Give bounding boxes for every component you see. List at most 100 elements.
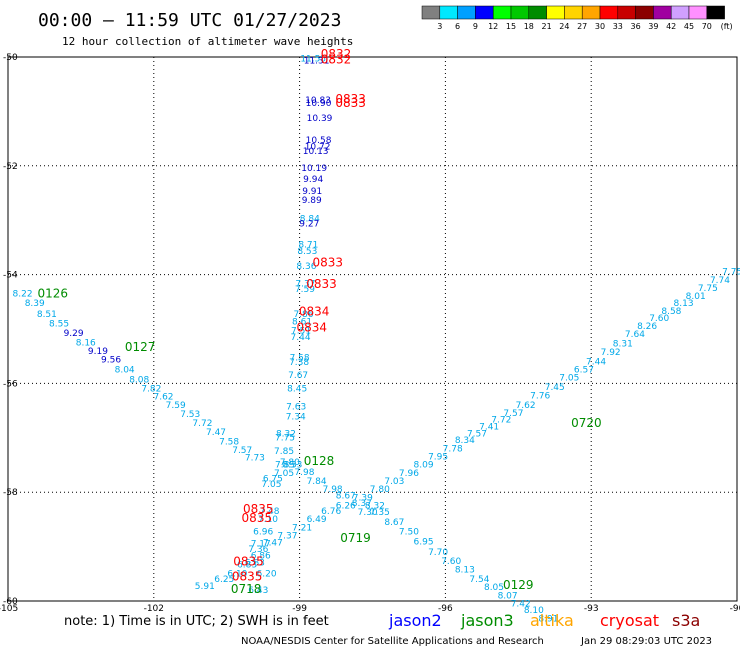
wave-height-value: 9.89 (302, 196, 322, 206)
wave-height-value: 10.39 (307, 114, 333, 124)
wave-height-value: 7.96 (399, 469, 419, 479)
wave-height-value: 5.91 (195, 582, 215, 592)
wave-height-value: 7.86 (293, 310, 313, 320)
wave-height-value: 7.74 (710, 276, 730, 286)
wave-height-value: 7.72 (491, 416, 511, 426)
color-scale-label: 70 (702, 22, 712, 31)
wave-height-value: 8.91 (538, 615, 558, 625)
wave-height-value: 7.17 (251, 540, 271, 550)
color-scale-label: 42 (666, 22, 676, 31)
wave-height-value: 6.96 (253, 528, 273, 538)
color-scale-label: 45 (684, 22, 694, 31)
wave-height-value: 8.05 (484, 583, 504, 593)
x-tick-label: -105 (0, 604, 18, 614)
wave-height-value: 7.98 (323, 485, 343, 495)
wave-height-value: 7.62 (153, 393, 173, 403)
wave-height-value: 7.75 (275, 434, 295, 444)
wave-height-value: 9.27 (299, 220, 319, 230)
wave-height-value: 7.30 (358, 508, 378, 518)
wave-height-value: 8.22 (13, 289, 33, 299)
wave-height-value: 8.51 (37, 310, 57, 320)
wave-height-value: 7.75 (722, 268, 740, 278)
x-tick-label: -99 (292, 604, 307, 614)
pass-time-label: 0832 (321, 53, 352, 67)
credit-timestamp: Jan 29 08:29:03 UTC 2023 (580, 636, 712, 647)
wave-height-value: 9.94 (303, 175, 323, 185)
wave-height-value: 7.73 (245, 454, 265, 464)
wave-height-value: 7.98 (294, 468, 314, 478)
wave-height-value: 7.78 (443, 444, 463, 454)
color-scale-label: 12 (488, 22, 498, 31)
wave-height-value: 7.76 (530, 392, 550, 402)
wave-height-value: 7.45 (545, 383, 565, 393)
wave-height-value: 7.34 (286, 412, 306, 422)
wave-height-value: 7.05 (274, 469, 294, 479)
wave-height-value: 7.35 (370, 508, 390, 518)
x-tick-label: -102 (144, 604, 164, 614)
color-scale-swatch (635, 5, 654, 20)
wave-height-value: 8.67 (384, 518, 404, 528)
credit-source: NOAA/NESDIS Center for Satellite Applica… (241, 636, 544, 647)
wave-height-value: 8.08 (129, 375, 149, 385)
wave-height-value: 8.32 (365, 502, 385, 512)
satellite-label: jason3 (460, 611, 514, 630)
chart-title: 00:00 – 11:59 UTC 01/27/2023 (38, 10, 341, 31)
color-scale-label: 15 (506, 22, 516, 31)
pass-time-label: 0834 (296, 321, 327, 335)
axis-tick-labels: -105 -102 -99 -96 -93 -90 -50 -52 -54 -56 -58 -60 (0, 53, 740, 614)
pass-time-label: 0718 (231, 582, 262, 596)
pass-time-label: 0833 (335, 92, 366, 106)
wave-height-value: 8.39 (25, 299, 45, 309)
pass-time-label: 0835 (232, 569, 263, 583)
wave-height-value: 7.80 (370, 485, 390, 495)
wave-height-value: 9.19 (88, 347, 108, 357)
wave-height-value: 7.57 (467, 430, 487, 440)
plot-frame (7, 56, 738, 602)
wave-height-value: 7.72 (192, 419, 212, 429)
wave-height-value: 10.58 (306, 136, 332, 146)
wave-height-value: 8.84 (300, 214, 320, 224)
wave-height-value: 7.58 (290, 354, 310, 364)
wave-height-value: 7.39 (353, 493, 373, 503)
pass-time-label: 0833 (335, 96, 366, 110)
y-tick-label: -58 (3, 488, 18, 498)
color-scale-swatch (421, 5, 441, 20)
footer-note: note: 1) Time is in UTC; 2) SWH is in fe… (64, 614, 329, 629)
chart-subtitle: 12 hour collection of altimeter wave hei… (62, 35, 353, 48)
color-scale-label: 18 (524, 22, 534, 31)
color-scale-swatch (599, 5, 619, 20)
color-scale-swatch (492, 5, 512, 20)
wave-height-value: 8.32 (276, 430, 296, 440)
wave-height-value: 6.20 (257, 570, 277, 580)
wave-height-value: 7.59 (295, 285, 315, 295)
color-scale-swatch (528, 5, 547, 20)
pass-time-label: 0834 (299, 304, 330, 318)
y-tick-label: -50 (3, 53, 18, 63)
color-scale-swatch (670, 5, 690, 20)
color-scale-label: 27 (577, 22, 587, 31)
wave-height-value: 11.55 (300, 54, 326, 64)
wave-height-value: 7.42 (511, 599, 531, 609)
x-tick-label: -96 (438, 604, 453, 614)
wave-height-value: 8.45 (287, 385, 307, 395)
wave-height-value: 6.86 (251, 552, 271, 562)
wave-height-value: 6.83 (237, 560, 257, 570)
x-tick-label: -93 (584, 604, 599, 614)
wave-height-value: 8.37 (352, 499, 372, 509)
wave-height-value: 6.43 (248, 586, 268, 596)
wave-height-value: 10.13 (303, 147, 329, 157)
wave-height-value: 6.95 (414, 537, 434, 547)
wave-height-value: 10.83 (305, 96, 331, 106)
plot-area: -105 -102 -99 -96 -93 -90 -50 -52 -54 -56 -58 -60 1… (0, 47, 740, 625)
wave-height-value: 8.53 (297, 247, 317, 257)
wave-height-value: 10.90 (306, 99, 332, 109)
color-scale-label: 3 (437, 22, 442, 31)
y-tick-label: -56 (3, 379, 18, 389)
color-scale-label: 21 (542, 22, 552, 31)
grid-lines (8, 57, 737, 601)
wave-height-value: 7.75 (698, 284, 718, 294)
wave-height-value: 7.95 (428, 453, 448, 463)
wave-height-value: 8.31 (613, 339, 633, 349)
